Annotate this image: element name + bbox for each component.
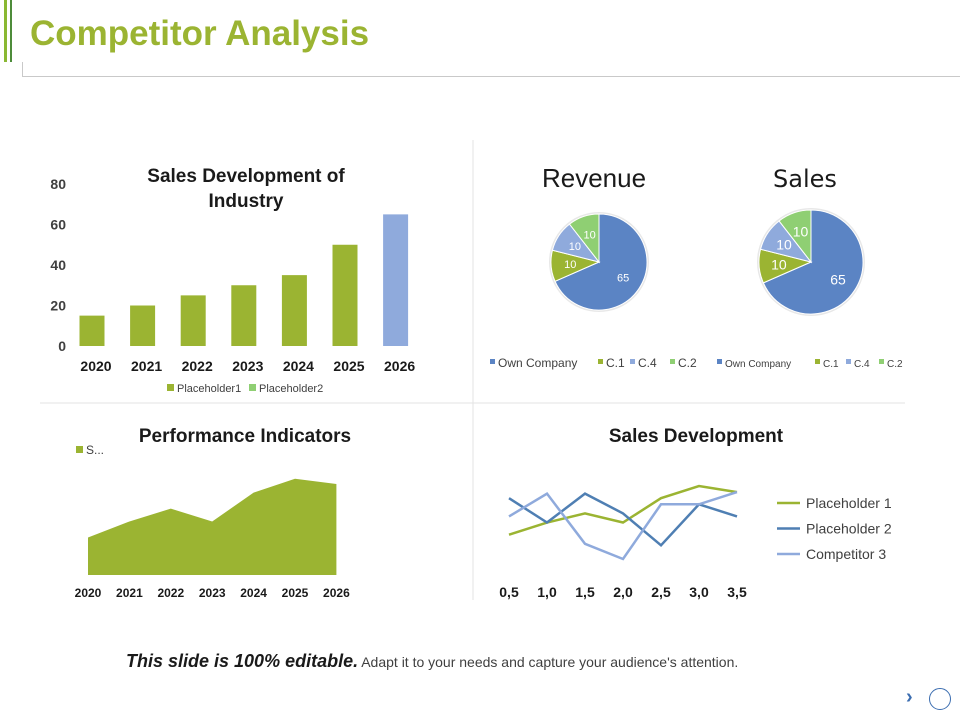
pie-legend-swatch bbox=[846, 359, 851, 364]
page-title: Competitor Analysis bbox=[30, 14, 370, 53]
bar bbox=[130, 305, 156, 346]
pie-legend-label: Own Company bbox=[498, 356, 577, 370]
pie-legend-label: C.2 bbox=[678, 356, 697, 370]
pie-legend-swatch bbox=[670, 359, 675, 364]
pie-value-label: 10 bbox=[776, 236, 792, 252]
pie-legend-label: C.2 bbox=[887, 359, 903, 370]
line-x-tick-label: 2,5 bbox=[651, 584, 671, 600]
bar bbox=[281, 275, 307, 346]
footer-text: Adapt it to your needs and capture your … bbox=[361, 654, 739, 670]
pie-title: Sales bbox=[773, 165, 837, 193]
pie-legend-swatch bbox=[717, 359, 722, 364]
pie-legend-swatch bbox=[815, 359, 820, 364]
bar-x-tick-label: 2024 bbox=[283, 358, 314, 374]
area-legend-swatch bbox=[76, 446, 83, 453]
bar-x-tick-label: 2020 bbox=[80, 358, 111, 374]
area-x-tick-label: 2025 bbox=[282, 586, 309, 600]
bar bbox=[79, 315, 105, 346]
nav-circle-button[interactable] bbox=[929, 688, 951, 710]
area-x-tick-label: 2022 bbox=[157, 586, 184, 600]
bar bbox=[180, 295, 206, 346]
line-x-tick-label: 3,5 bbox=[727, 584, 747, 600]
bar-legend-swatch bbox=[249, 384, 256, 391]
footer-note: This slide is 100% editable. Adapt it to… bbox=[126, 651, 738, 672]
line-x-tick-label: 2,0 bbox=[613, 584, 633, 600]
bar-x-tick-label: 2023 bbox=[232, 358, 263, 374]
bar-legend-label: Placeholder1 bbox=[177, 383, 241, 395]
pie-value-label: 10 bbox=[564, 259, 576, 271]
pie-title: Revenue bbox=[542, 163, 646, 193]
line-legend-label: Placeholder 1 bbox=[806, 495, 892, 511]
bar-x-tick-label: 2022 bbox=[182, 358, 213, 374]
pie-legend-label: C.1 bbox=[823, 359, 839, 370]
pie-value-label: 10 bbox=[771, 257, 787, 273]
pie-slice bbox=[554, 213, 648, 311]
line-series bbox=[508, 492, 738, 548]
pie-value-label: 10 bbox=[584, 230, 596, 242]
line-legend-label: Competitor 3 bbox=[806, 546, 886, 562]
pie-value-label: 10 bbox=[569, 241, 581, 253]
line-chart-title: Sales Development bbox=[609, 426, 784, 447]
area-legend-label: S... bbox=[86, 443, 104, 457]
bar-y-tick-label: 80 bbox=[50, 176, 66, 192]
pie-value-label: 65 bbox=[830, 272, 846, 288]
pie-legend-label: C.4 bbox=[854, 359, 870, 370]
bar-y-tick-label: 20 bbox=[50, 298, 66, 314]
pie-legend-swatch bbox=[630, 359, 635, 364]
bar bbox=[383, 214, 409, 346]
bar bbox=[231, 285, 257, 346]
bar-chart-title-line: Industry bbox=[209, 191, 284, 212]
footer-bold-text: This slide is 100% editable. bbox=[126, 651, 359, 671]
area-series bbox=[88, 478, 337, 575]
line-x-tick-label: 1,0 bbox=[537, 584, 557, 600]
area-x-tick-label: 2024 bbox=[240, 586, 267, 600]
line-x-tick-label: 3,0 bbox=[689, 584, 709, 600]
bar-x-tick-label: 2026 bbox=[384, 358, 415, 374]
area-x-tick-label: 2023 bbox=[199, 586, 226, 600]
pie-slice bbox=[778, 209, 812, 264]
line-legend-label: Placeholder 2 bbox=[806, 521, 892, 537]
pie-slice bbox=[568, 213, 600, 264]
bar-y-tick-label: 60 bbox=[50, 217, 66, 233]
bar-x-tick-label: 2025 bbox=[333, 358, 364, 374]
title-divider-tick bbox=[22, 62, 23, 77]
bar bbox=[332, 244, 358, 346]
bar-y-tick-label: 0 bbox=[58, 338, 66, 354]
bar-legend-label: Placeholder2 bbox=[259, 383, 323, 395]
pie-value-label: 10 bbox=[793, 223, 809, 239]
title-divider bbox=[22, 76, 960, 77]
accent-bar-secondary bbox=[10, 0, 12, 62]
accent-bar bbox=[4, 0, 7, 62]
bar-y-tick-label: 40 bbox=[50, 257, 66, 273]
pie-legend-label: C.1 bbox=[606, 356, 625, 370]
area-chart-title: Performance Indicators bbox=[139, 426, 351, 447]
chevron-right-icon[interactable]: › bbox=[906, 686, 913, 708]
line-series bbox=[508, 490, 738, 561]
pie-legend-label: Own Company bbox=[725, 359, 791, 370]
bar-chart-title-line: Sales Development of bbox=[147, 166, 345, 187]
area-x-tick-label: 2020 bbox=[75, 586, 102, 600]
pie-legend-swatch bbox=[598, 359, 603, 364]
pie-slice bbox=[762, 209, 864, 315]
bar-x-tick-label: 2021 bbox=[131, 358, 162, 374]
line-x-tick-label: 0,5 bbox=[499, 584, 519, 600]
pie-value-label: 65 bbox=[617, 273, 629, 285]
bar-legend-swatch bbox=[167, 384, 174, 391]
area-x-tick-label: 2021 bbox=[116, 586, 143, 600]
line-x-tick-label: 1,5 bbox=[575, 584, 595, 600]
line-series bbox=[508, 484, 738, 536]
area-x-tick-label: 2026 bbox=[323, 586, 350, 600]
pie-legend-swatch bbox=[490, 359, 495, 364]
pie-legend-label: C.4 bbox=[638, 356, 657, 370]
pie-legend-swatch bbox=[879, 359, 884, 364]
